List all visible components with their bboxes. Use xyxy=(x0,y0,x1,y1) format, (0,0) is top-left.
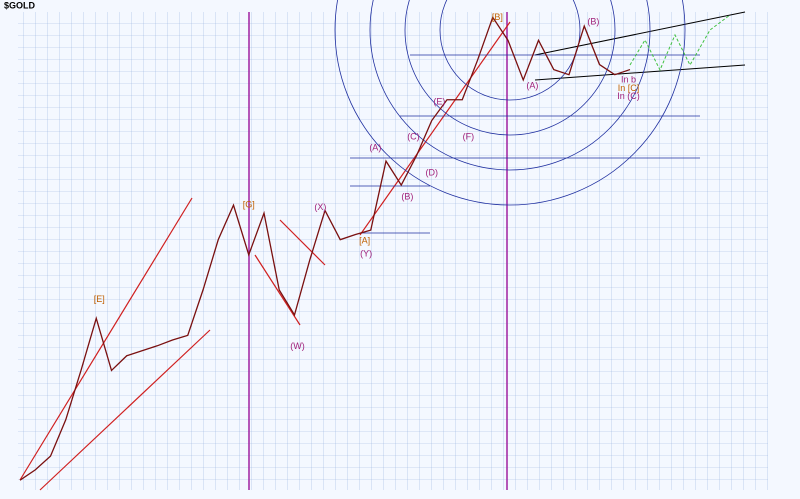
trend-line xyxy=(254,254,301,326)
wave-label: In [C] xyxy=(618,83,640,93)
wave-label: (A) xyxy=(526,80,538,90)
price-line xyxy=(19,15,631,481)
trend-line xyxy=(534,64,746,81)
wave-label: (E) xyxy=(433,96,445,106)
retracement-lines xyxy=(350,54,700,234)
trend-line xyxy=(359,21,511,236)
wave-label: (F) xyxy=(463,131,475,141)
chart-title: $GOLD xyxy=(4,0,36,10)
wave-label: In (C) xyxy=(617,91,640,101)
projection xyxy=(629,14,731,72)
wave-label: [E] xyxy=(94,294,105,304)
wave-label: In b xyxy=(621,74,636,84)
wave-label: (B) xyxy=(401,191,413,201)
wave-label: [B] xyxy=(492,12,503,22)
wave-label: (Y) xyxy=(360,249,372,259)
trend-line xyxy=(19,197,193,481)
wave-label: (W) xyxy=(290,341,305,351)
trend-line xyxy=(39,329,211,491)
trend-line xyxy=(534,11,746,56)
wave-label: [G] xyxy=(243,200,255,210)
wave-label: [A] xyxy=(359,236,370,246)
wave-label: (X) xyxy=(314,202,326,212)
wave-label: (D) xyxy=(426,167,439,177)
fan-arcs xyxy=(334,0,686,206)
wave-label: (C) xyxy=(407,131,420,141)
wave-label: (A) xyxy=(369,142,381,152)
trend-line xyxy=(279,219,326,266)
wave-label: (B) xyxy=(587,16,599,26)
plot-area xyxy=(18,12,768,490)
